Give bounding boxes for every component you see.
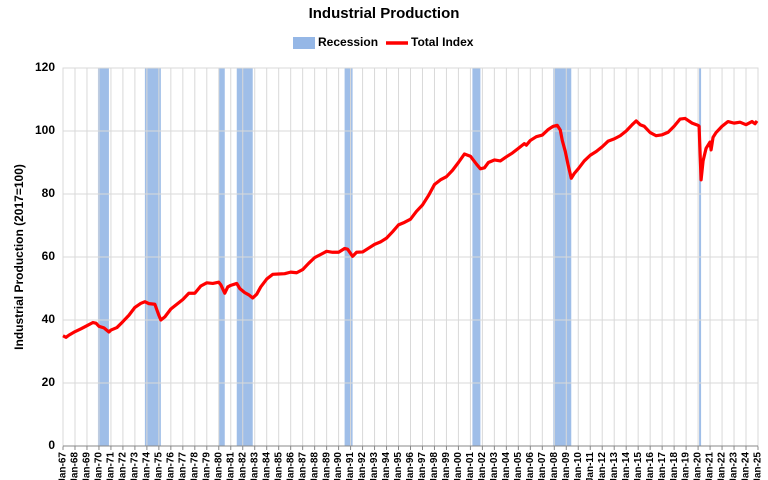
x-tick-label: Jan-15 bbox=[633, 452, 644, 480]
x-tick-label: Jan-09 bbox=[561, 452, 572, 480]
x-tick-label: Jan-83 bbox=[249, 452, 260, 480]
y-tick-label: 0 bbox=[48, 438, 55, 452]
y-tick-label: 40 bbox=[42, 312, 56, 326]
legend-swatch bbox=[293, 37, 315, 49]
x-tick-label: Jan-20 bbox=[693, 452, 704, 480]
x-tick-label: Jan-18 bbox=[669, 452, 680, 480]
x-tick-label: Jan-91 bbox=[345, 452, 356, 480]
x-tick-label: Jan-10 bbox=[573, 452, 584, 480]
x-tick-label: Jan-12 bbox=[597, 452, 608, 480]
x-tick-label: Jan-98 bbox=[429, 452, 440, 480]
chart-title: Industrial Production bbox=[309, 5, 460, 22]
x-tick-label: Jan-87 bbox=[297, 452, 308, 480]
x-tick-label: Jan-25 bbox=[753, 452, 764, 480]
x-tick-label: Jan-04 bbox=[501, 452, 512, 480]
x-tick-label: Jan-99 bbox=[441, 452, 452, 480]
y-tick-label: 20 bbox=[42, 375, 56, 389]
x-tick-label: Jan-03 bbox=[489, 452, 500, 480]
x-tick-label: Jan-07 bbox=[537, 452, 548, 480]
x-tick-label: Jan-70 bbox=[94, 452, 105, 480]
x-tick-label: Jan-21 bbox=[705, 452, 716, 480]
x-tick-label: Jan-67 bbox=[58, 452, 69, 480]
y-tick-label: 80 bbox=[42, 186, 56, 200]
x-tick-label: Jan-16 bbox=[645, 452, 656, 480]
y-tick-label: 120 bbox=[35, 60, 55, 74]
x-tick-label: Jan-72 bbox=[118, 452, 129, 480]
x-tick-label: Jan-89 bbox=[321, 452, 332, 480]
x-tick-label: Jan-13 bbox=[609, 452, 620, 480]
x-tick-label: Jan-78 bbox=[189, 452, 200, 480]
x-tick-label: Jan-11 bbox=[585, 452, 596, 480]
x-tick-label: Jan-22 bbox=[717, 452, 728, 480]
x-tick-label: Jan-79 bbox=[201, 452, 212, 480]
x-tick-label: Jan-94 bbox=[381, 452, 392, 480]
x-tick-label: Jan-02 bbox=[477, 452, 488, 480]
x-tick-label: Jan-68 bbox=[70, 452, 81, 480]
y-axis-label: Industrial Production (2017=100) bbox=[12, 164, 26, 350]
x-tick-label: Jan-74 bbox=[142, 452, 153, 480]
x-tick-label: Jan-14 bbox=[621, 452, 632, 480]
x-tick-label: Jan-90 bbox=[333, 452, 344, 480]
y-tick-label: 100 bbox=[35, 123, 55, 137]
x-tick-label: Jan-06 bbox=[525, 452, 536, 480]
x-tick-label: Jan-81 bbox=[225, 452, 236, 480]
x-tick-label: Jan-69 bbox=[82, 452, 93, 480]
x-tick-label: Jan-86 bbox=[285, 452, 296, 480]
x-tick-label: Jan-96 bbox=[405, 452, 416, 480]
legend-label: Recession bbox=[318, 35, 378, 49]
x-tick-label: Jan-85 bbox=[273, 452, 284, 480]
x-tick-label: Jan-75 bbox=[154, 452, 165, 480]
x-tick-label: Jan-77 bbox=[177, 452, 188, 480]
x-tick-label: Jan-84 bbox=[261, 452, 272, 480]
x-tick-label: Jan-17 bbox=[657, 452, 668, 480]
x-tick-label: Jan-24 bbox=[741, 452, 752, 480]
line-series bbox=[62, 116, 759, 339]
legend-label: Total Index bbox=[411, 35, 474, 49]
x-tick-label: Jan-92 bbox=[357, 452, 368, 480]
x-tick-label: Jan-88 bbox=[309, 452, 320, 480]
x-tick-label: Jan-76 bbox=[165, 452, 176, 480]
x-tick-label: Jan-00 bbox=[453, 452, 464, 480]
x-tick-label: Jan-80 bbox=[213, 452, 224, 480]
x-tick-label: Jan-73 bbox=[130, 452, 141, 480]
x-tick-label: Jan-71 bbox=[106, 452, 117, 480]
x-tick-label: Jan-93 bbox=[369, 452, 380, 480]
x-tick-label: Jan-01 bbox=[465, 452, 476, 480]
y-tick-label: 60 bbox=[42, 249, 56, 263]
x-tick-label: Jan-19 bbox=[681, 452, 692, 480]
x-tick-label: Jan-97 bbox=[417, 452, 428, 480]
x-tick-label: Jan-23 bbox=[729, 452, 740, 480]
x-tick-label: Jan-05 bbox=[513, 452, 524, 480]
x-tick-label: Jan-08 bbox=[549, 452, 560, 480]
x-tick-label: Jan-95 bbox=[393, 452, 404, 480]
x-tick-label: Jan-82 bbox=[237, 452, 248, 480]
